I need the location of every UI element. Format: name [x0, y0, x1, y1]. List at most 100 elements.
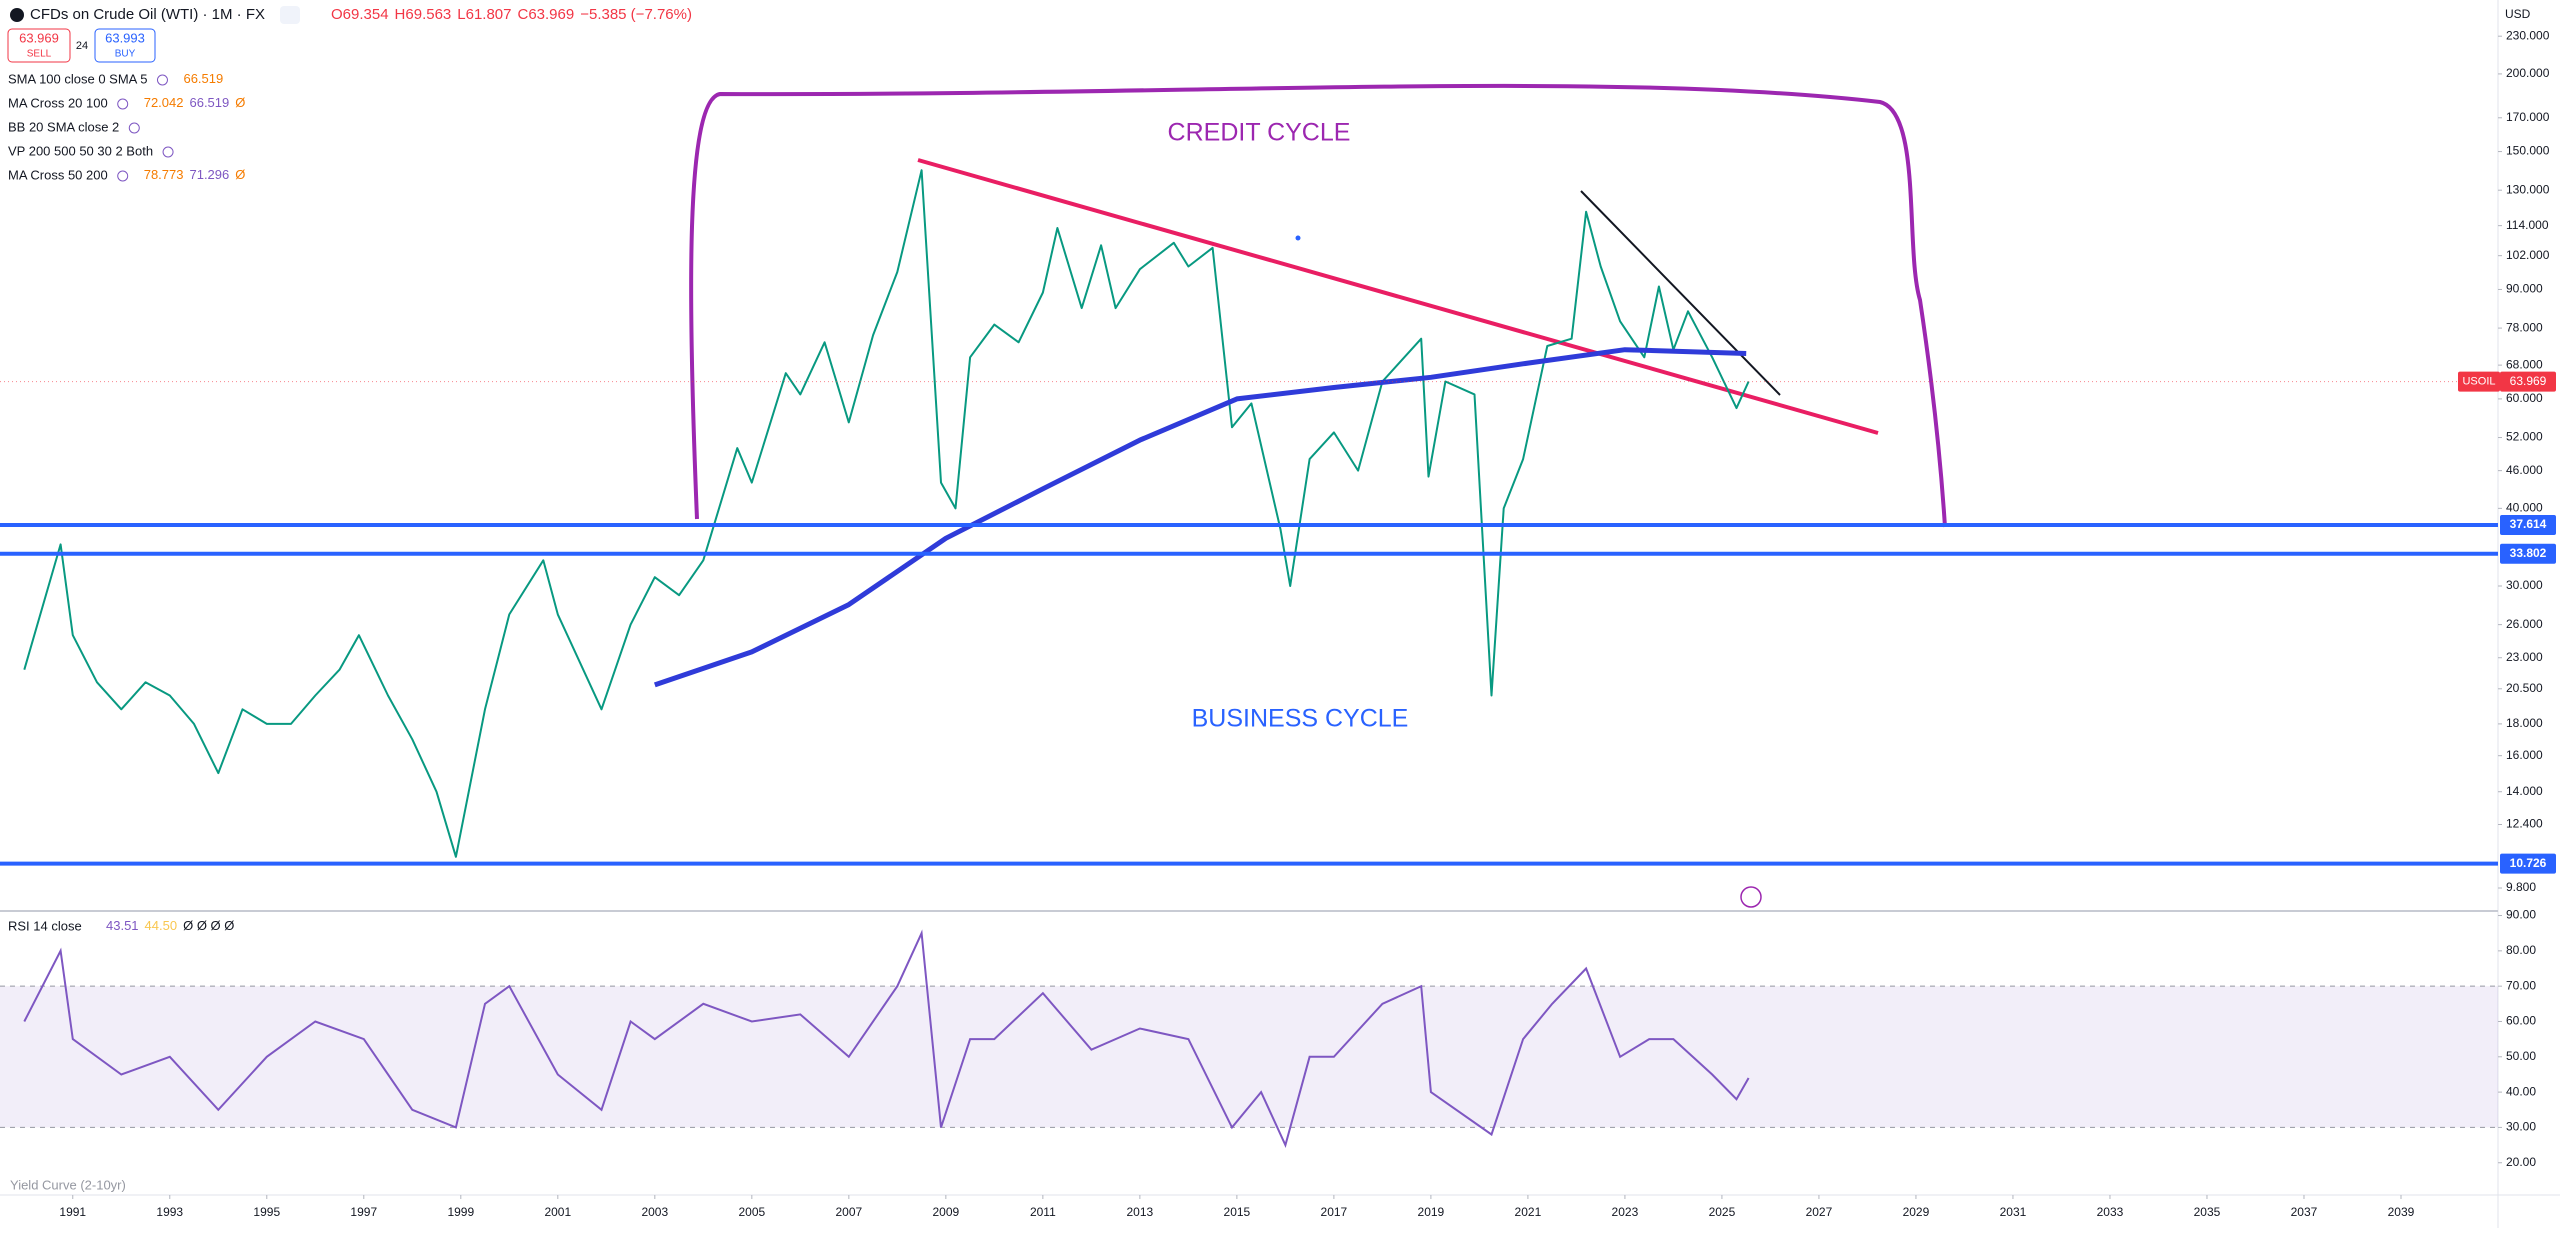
indicator-name: BB 20 SMA close 2	[8, 119, 119, 134]
legend-header: CFDs on Crude Oil (WTI) · 1M · FX O69.35…	[7, 6, 2531, 63]
y-tick-label: 68.000	[2506, 357, 2543, 371]
y-tick-label: 60.000	[2506, 391, 2543, 405]
x-tick-label: 2011	[1030, 1205, 1056, 1219]
trend-line	[917, 158, 1879, 435]
y-tick-label: 200.000	[2506, 66, 2550, 80]
ohlc: O69.354 H69.563 L61.807 C63.969 −5.385 (−7.7…	[331, 6, 692, 23]
y-tick-label: 90.000	[2506, 282, 2543, 296]
y-tick-label: 130.000	[2506, 182, 2550, 196]
indicator-value: Ø	[235, 167, 245, 182]
x-tick-label: 2035	[2194, 1205, 2221, 1219]
y-tick-label: 46.000	[2506, 463, 2543, 477]
y-tick-label: 52.000	[2506, 430, 2543, 444]
y-tick-label: 102.000	[2506, 248, 2550, 262]
x-tick-label: 2007	[835, 1205, 862, 1219]
x-tick-label: 2009	[932, 1205, 959, 1219]
indicator-name: SMA 100 close 0 SMA 5	[8, 71, 147, 86]
price-line	[23, 169, 1750, 858]
x-tick-label: 2021	[1515, 1205, 1542, 1219]
x-tick-label: 2025	[1709, 1205, 1736, 1219]
level-label-box	[2500, 853, 2556, 874]
sell-button[interactable]	[7, 28, 71, 63]
indicator-title: Yield Curve (2-10yr)	[10, 1177, 126, 1192]
visibility-icon[interactable]	[162, 146, 174, 158]
x-tick-label: 2039	[2388, 1205, 2415, 1219]
y-tick-label: 12.400	[2506, 817, 2543, 831]
change: −5.385 (−7.76%)	[580, 6, 692, 23]
x-tick-label: 2001	[544, 1205, 571, 1219]
x-tick-label: 1995	[253, 1205, 280, 1219]
level-label: 37.614	[2510, 517, 2547, 531]
y-tick-label: 80.00	[2506, 943, 2536, 957]
buy-price: 63.993	[105, 30, 145, 45]
x-tick-label: 1991	[59, 1205, 86, 1219]
collapse-button[interactable]	[280, 6, 300, 24]
y-tick-label: 50.00	[2506, 1049, 2536, 1063]
x-tick-label: 2017	[1321, 1205, 1348, 1219]
y-tick-label: 90.00	[2506, 908, 2536, 922]
y-tick-label: 30.00	[2506, 1120, 2536, 1134]
ohlc-value: H69.563	[395, 6, 452, 23]
y-tick-label: 78.000	[2506, 320, 2543, 334]
x-tick-label: 2015	[1224, 1205, 1251, 1219]
y-tick-label: 23.000	[2506, 650, 2543, 664]
y-tick-label: 20.500	[2506, 681, 2543, 695]
indicator-values: 72.042 66.519 Ø	[144, 95, 246, 110]
ohlc-value: C63.969	[518, 6, 575, 23]
x-tick-label: 1993	[156, 1205, 183, 1219]
trend-line	[1580, 190, 1781, 396]
x-tick-label: 2019	[1418, 1205, 1445, 1219]
level-label-box	[2500, 543, 2556, 564]
symbol-tag	[2458, 371, 2500, 392]
y-tick-label: 230.000	[2506, 28, 2550, 42]
level-label: 33.802	[2510, 546, 2547, 560]
x-tick-label: 2033	[2097, 1205, 2124, 1219]
indicator-name: VP 200 500 50 30 2 Both	[8, 143, 153, 158]
x-tick-label: 2013	[1127, 1205, 1154, 1219]
visibility-icon[interactable]	[128, 122, 140, 134]
buy-label: BUY	[115, 49, 136, 60]
indicator-value: 78.773	[144, 167, 184, 182]
y-tick-label: 60.00	[2506, 1014, 2536, 1028]
symbol: CFDs on Crude Oil (WTI) · 1M · FX	[30, 6, 265, 23]
level-label: 10.726	[2510, 856, 2547, 870]
indicator-value: 66.519	[183, 71, 223, 86]
spread: 24	[76, 40, 88, 52]
visibility-icon[interactable]	[117, 98, 129, 110]
rsi-value: 44.50	[145, 918, 178, 933]
visibility-icon[interactable]	[156, 74, 168, 86]
x-tick-label: 2037	[2291, 1205, 2318, 1219]
moving-average	[653, 347, 1747, 688]
indicator-name: MA Cross 50 200	[8, 167, 108, 182]
y-tick-label: 30.000	[2506, 578, 2543, 592]
annotation: CREDIT CYCLE	[1168, 119, 1351, 147]
symbol-tag-label: USOIL	[2462, 376, 2495, 388]
ohlc-value: O69.354	[331, 6, 389, 23]
indicator-value: 71.296	[189, 167, 229, 182]
ohlc-value: L61.807	[457, 6, 511, 23]
y-tick-label: 40.000	[2506, 501, 2543, 515]
visibility-icon[interactable]	[117, 170, 129, 182]
annotation: BUSINESS CYCLE	[1192, 705, 1409, 733]
sell-price: 63.969	[19, 30, 59, 45]
last-price-box	[2500, 371, 2556, 392]
indicator-value: 66.519	[189, 95, 229, 110]
x-tick-label: 2031	[2000, 1205, 2027, 1219]
indicator-value: Ø	[235, 95, 245, 110]
y-tick-label: 9.800	[2506, 880, 2536, 894]
indicator-value: 72.042	[144, 95, 184, 110]
event-icon[interactable]	[1740, 886, 1762, 908]
rsi-line	[23, 929, 1750, 1149]
y-tick-label: 170.000	[2506, 110, 2550, 124]
x-tick-label: 1999	[447, 1205, 474, 1219]
indicator-values: 66.519	[183, 71, 223, 86]
x-tick-label: 1997	[350, 1205, 377, 1219]
indicator-name: MA Cross 20 100	[8, 95, 108, 110]
rsi-title: RSI 14 close	[8, 918, 82, 933]
y-tick-label: 14.000	[2506, 784, 2543, 798]
buy-button[interactable]	[94, 28, 156, 63]
rsi-value: 43.51	[106, 918, 139, 933]
